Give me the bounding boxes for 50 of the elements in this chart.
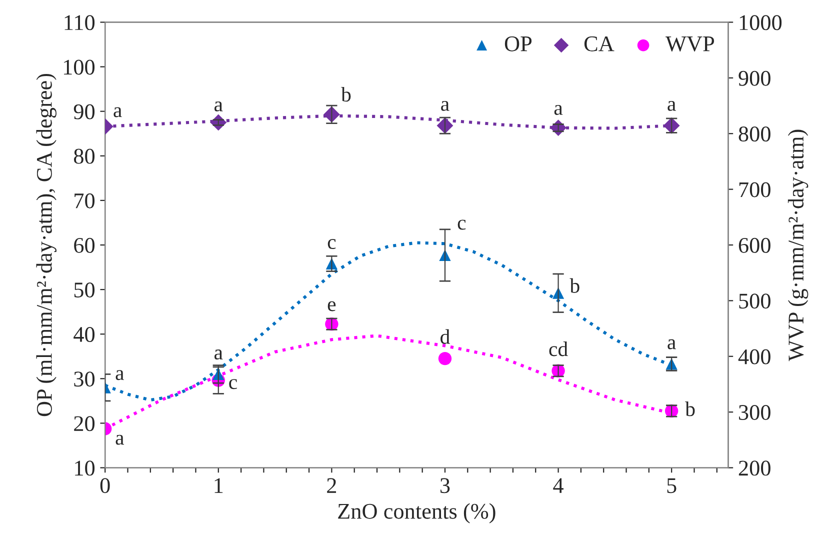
annotation: c (328, 239, 336, 250)
y2-tick-label: 1000 (740, 15, 782, 30)
annotation: c (229, 379, 237, 390)
annotation: b (685, 401, 695, 416)
annotation: a (668, 100, 676, 111)
annotation: cd (549, 342, 568, 356)
annotation: a (668, 339, 676, 350)
y2-axis-title: WVP (g·mm/m²·day·atm) (788, 130, 808, 362)
y2-tick-label: 700 (739, 182, 770, 198)
annotation: d (440, 329, 450, 344)
x-tick-label: 5 (667, 478, 676, 494)
y2-tick-label: 600 (738, 238, 770, 253)
annotation: a (114, 107, 122, 118)
x-tick-label: 2 (327, 478, 336, 493)
y-tick-label: 60 (74, 238, 95, 253)
legend-label: OP (504, 36, 532, 52)
y-tick-label: 40 (74, 327, 95, 342)
y-tick-label: 30 (74, 372, 95, 387)
x-axis-title: ZnO contents (%) (338, 503, 496, 524)
y-tick-label: 70 (74, 193, 95, 208)
annotation: a (214, 350, 223, 360)
y-axis-title: OP (ml·mm/m²·day·atm), CA (degree) (36, 74, 56, 416)
x-tick-label: 0 (100, 478, 110, 494)
annotation: e (328, 301, 336, 312)
y2-tick-label: 900 (738, 70, 770, 86)
y2-tick-label: 500 (739, 294, 770, 309)
x-tick-label: 3 (440, 478, 450, 494)
y2-tick-label: 800 (738, 126, 770, 142)
x-tick-label: 1 (214, 478, 223, 493)
annotation: a (441, 100, 450, 111)
y-tick-label: 50 (74, 282, 95, 298)
y2-tick-label: 400 (738, 349, 770, 364)
legend-label: WVP (666, 36, 714, 52)
annotation: a (214, 101, 223, 112)
annotation: a (554, 104, 563, 115)
y-tick-label: 20 (74, 416, 95, 432)
y2-tick-label: 200 (738, 460, 770, 476)
annotation: a (116, 434, 124, 445)
legend-label: CA (584, 36, 614, 52)
annotation: b (570, 278, 580, 293)
annotation: b (341, 86, 351, 102)
y-tick-label: 90 (74, 104, 95, 120)
y-tick-label: 80 (74, 148, 95, 164)
y-tick-label: 100 (64, 60, 95, 75)
y-tick-label: 110 (64, 15, 95, 30)
x-tick-label: 4 (553, 478, 564, 493)
annotation: c (458, 220, 466, 230)
y2-tick-label: 300 (739, 404, 770, 420)
y-tick-label: 10 (75, 460, 95, 476)
annotation: a (116, 370, 124, 380)
